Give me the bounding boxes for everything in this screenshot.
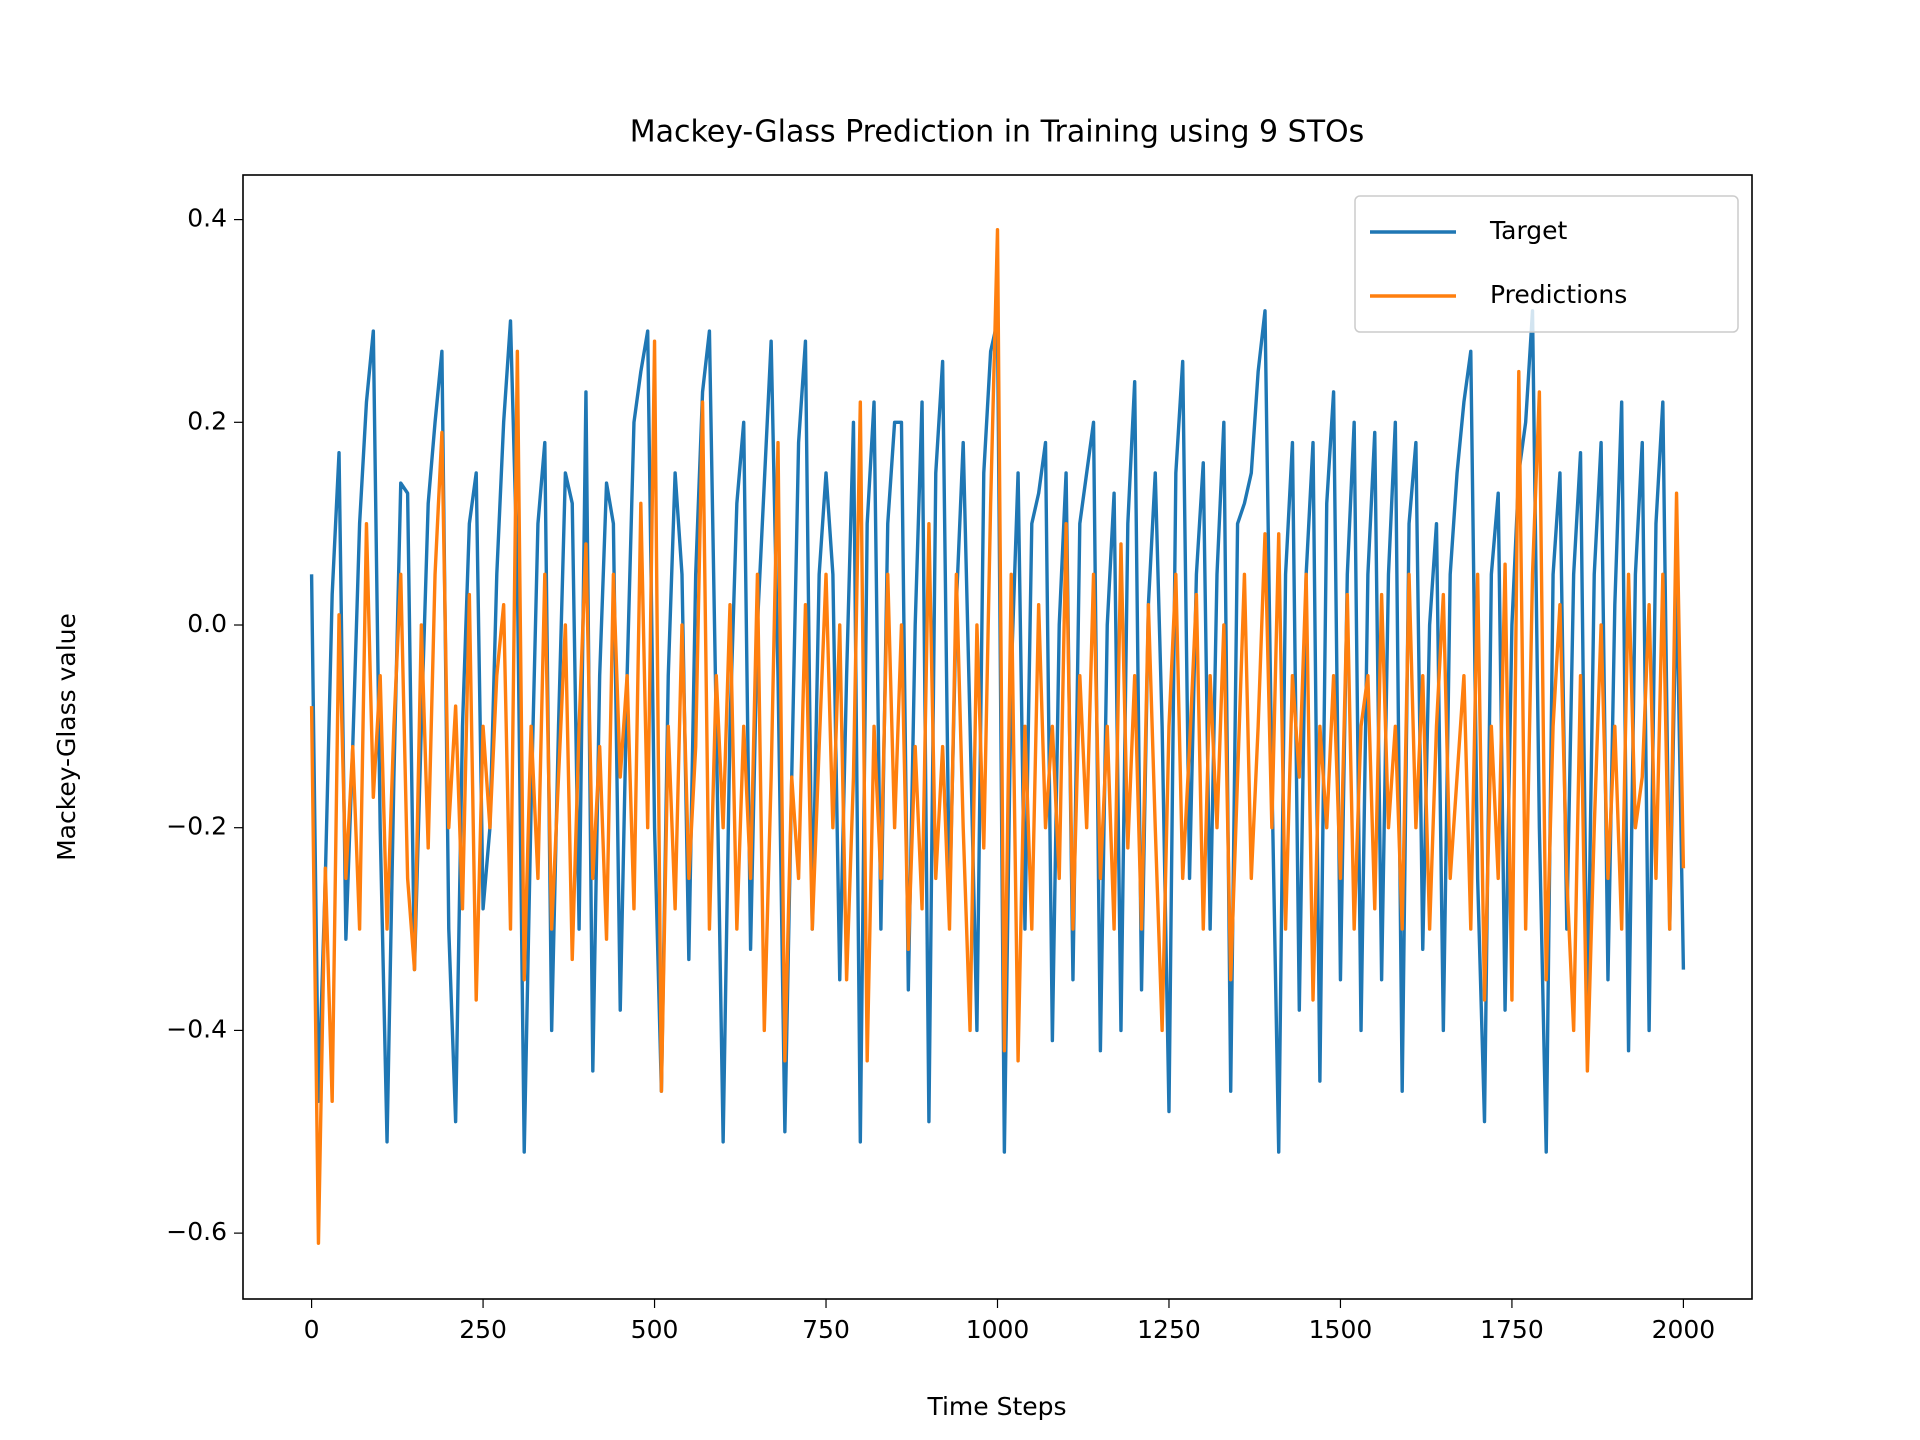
- y-tick-label: −0.2: [166, 812, 227, 841]
- x-tick-label: 2000: [1652, 1315, 1716, 1344]
- y-axis-label: Mackey-Glass value: [52, 613, 81, 861]
- x-tick-label: 1250: [1137, 1315, 1201, 1344]
- x-tick-label: 250: [459, 1315, 507, 1344]
- y-tick-label: 0.2: [187, 406, 227, 435]
- y-tick-label: −0.4: [166, 1014, 227, 1043]
- x-tick-label: 0: [304, 1315, 320, 1344]
- x-tick-label: 1750: [1480, 1315, 1544, 1344]
- y-tick-label: −0.6: [166, 1217, 227, 1246]
- legend-label: Target: [1489, 216, 1568, 245]
- legend-label: Predictions: [1490, 280, 1627, 309]
- x-axis-label: Time Steps: [926, 1392, 1066, 1421]
- x-tick-label: 1000: [966, 1315, 1030, 1344]
- data-line: [309, 228, 1686, 1245]
- x-tick-label: 1500: [1309, 1315, 1373, 1344]
- chart-title: Mackey-Glass Prediction in Training usin…: [630, 115, 1365, 150]
- y-tick-label: 0.4: [187, 204, 227, 233]
- x-tick-label: 500: [631, 1315, 679, 1344]
- plot-frame: [242, 174, 1753, 1300]
- x-tick-label: 750: [802, 1315, 850, 1344]
- y-tick-label: 0.0: [187, 609, 227, 638]
- legend-box: [1354, 195, 1739, 333]
